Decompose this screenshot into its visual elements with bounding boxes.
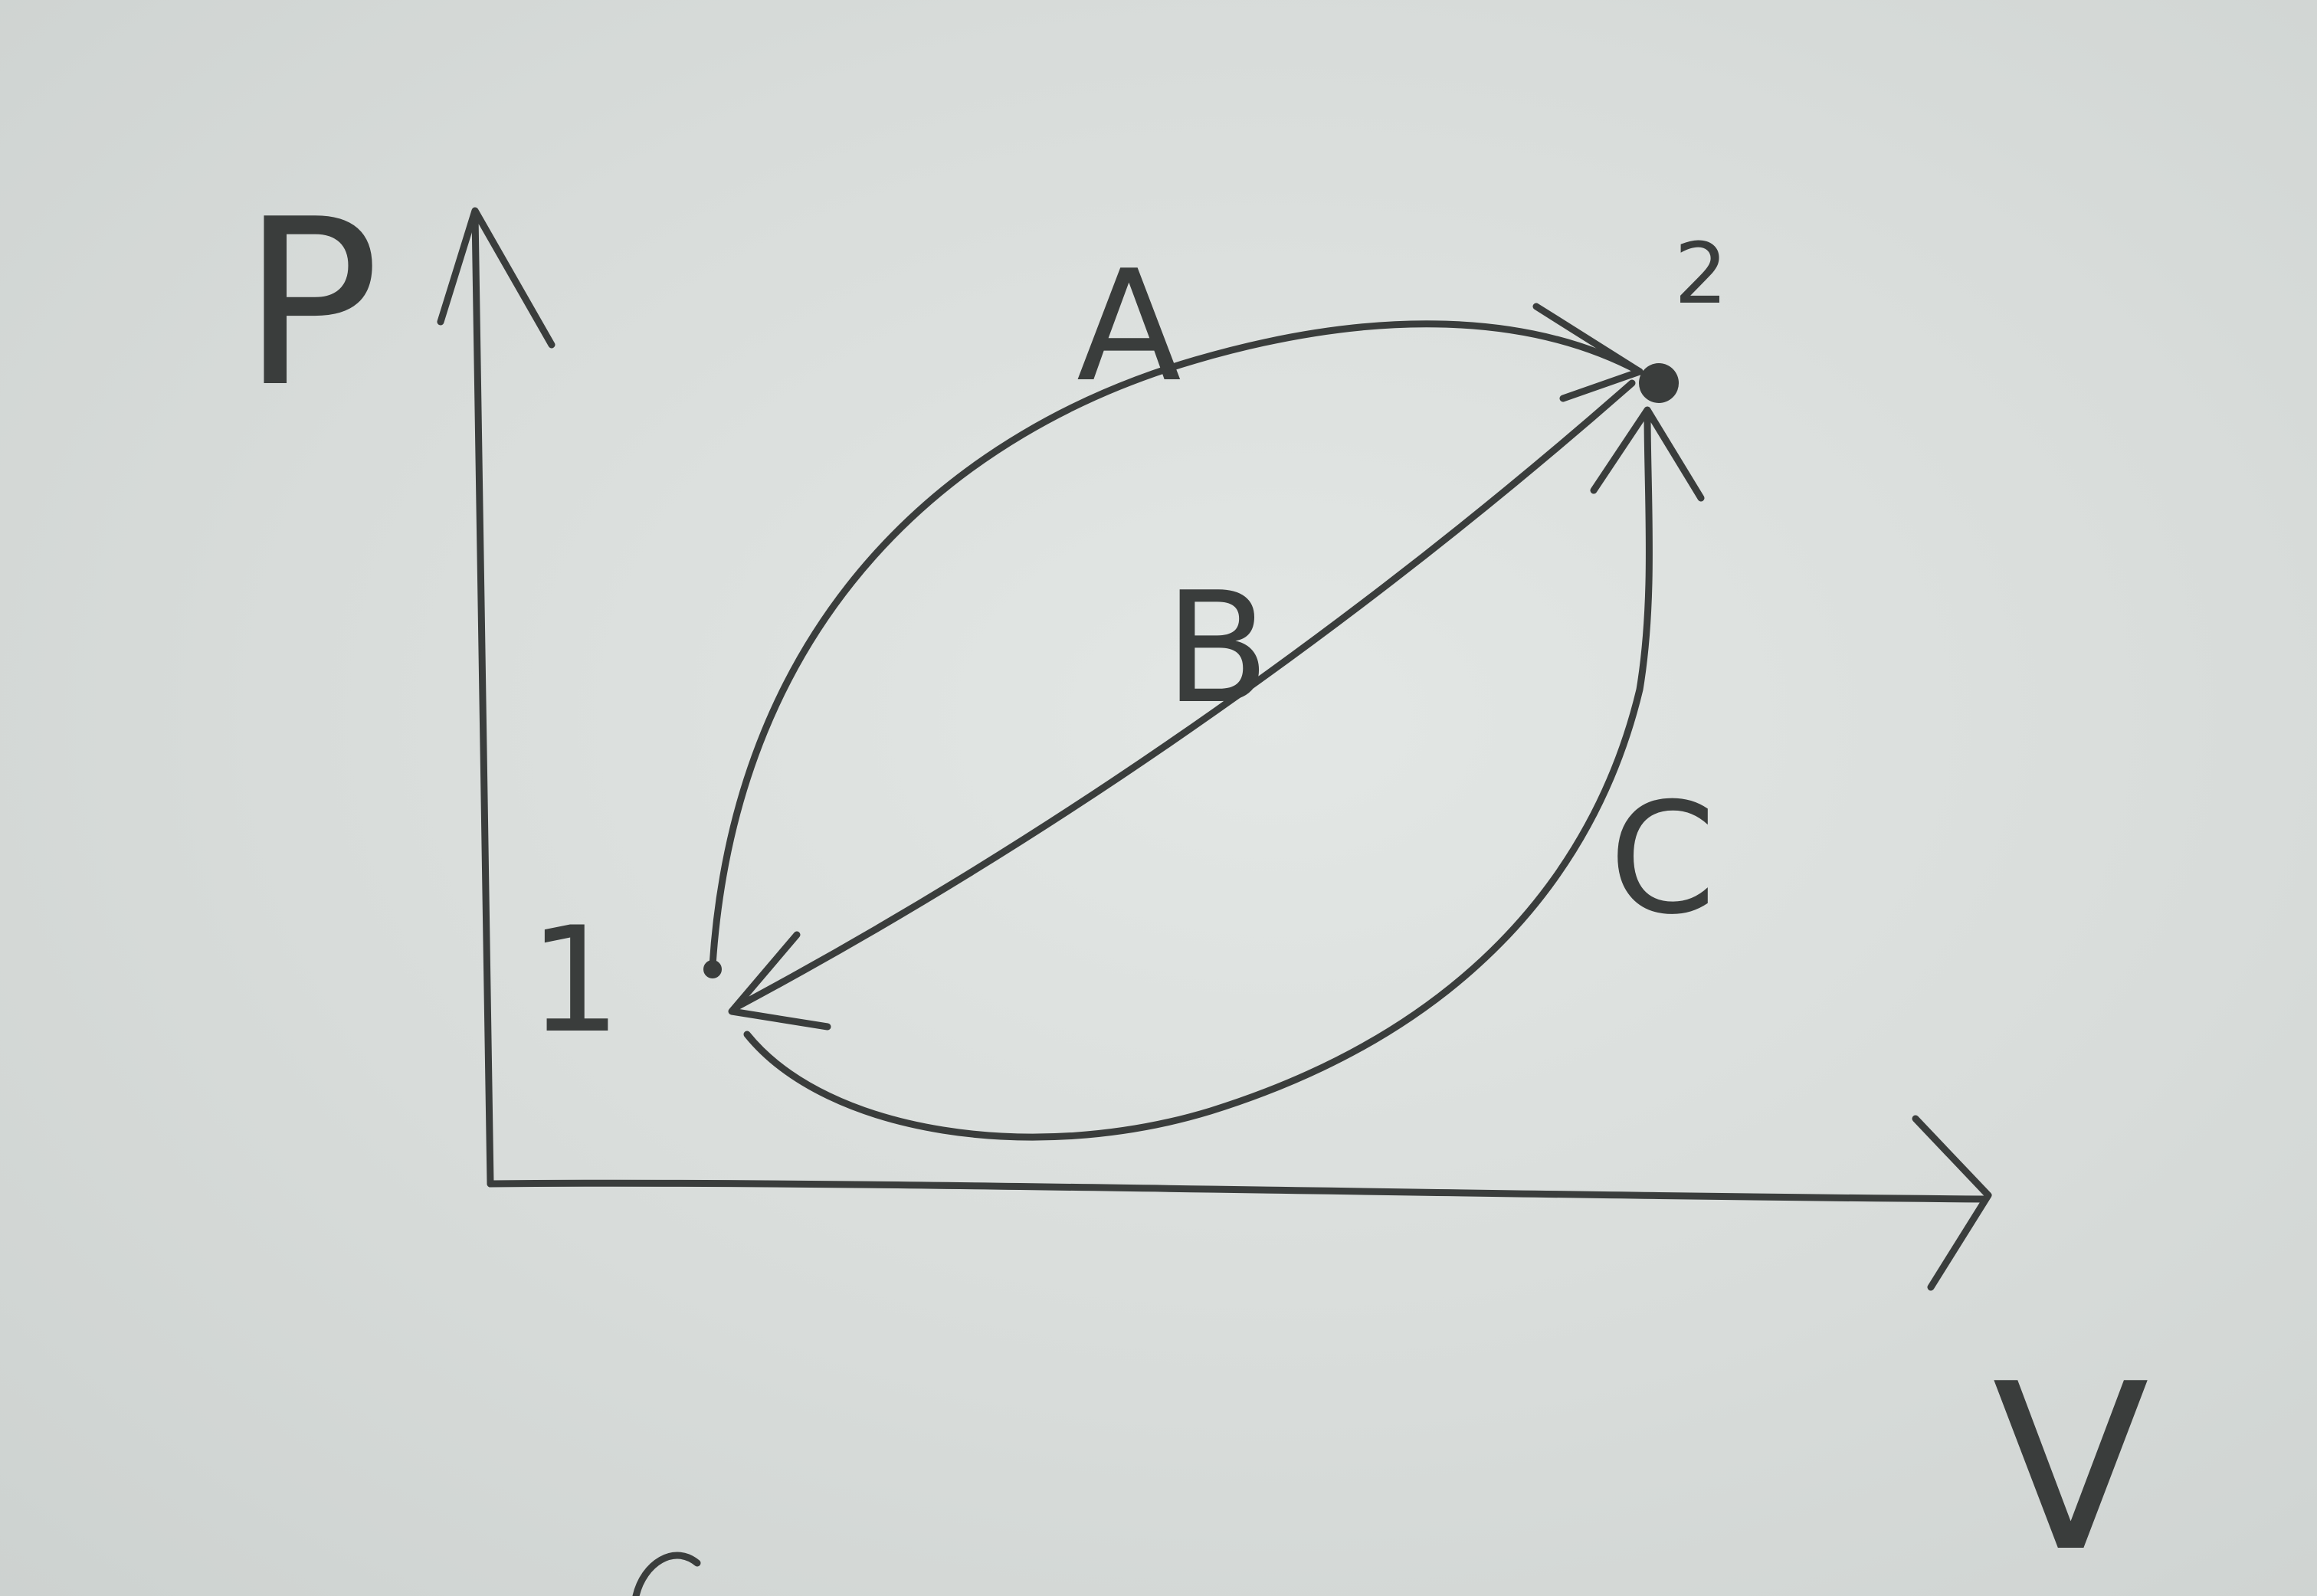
y-axis [437, 207, 555, 1188]
stray-pencil-mark [632, 1552, 701, 1596]
path-b [728, 379, 1636, 1031]
path-c [743, 406, 1705, 1141]
path-b-arrowhead [728, 931, 831, 1031]
x-axis [487, 1115, 1992, 1291]
point-2-label: 2 [1674, 224, 1728, 323]
point-2-dot [1639, 363, 1679, 403]
path-b-label: B [1165, 559, 1270, 738]
path-c-label: C [1609, 770, 1716, 949]
y-axis-arrowhead [437, 207, 555, 349]
path-c-arrowhead [1590, 406, 1705, 502]
path-a-arrowhead [1532, 303, 1644, 402]
path-a-label: A [1077, 238, 1181, 416]
x-axis-arrowhead [1912, 1115, 1992, 1291]
x-axis-label: V [1992, 1335, 2150, 1596]
y-axis-label: P [241, 170, 380, 438]
point-1-dot [703, 960, 722, 978]
point-1-label: 1 [529, 896, 621, 1065]
path-a [709, 303, 1644, 969]
